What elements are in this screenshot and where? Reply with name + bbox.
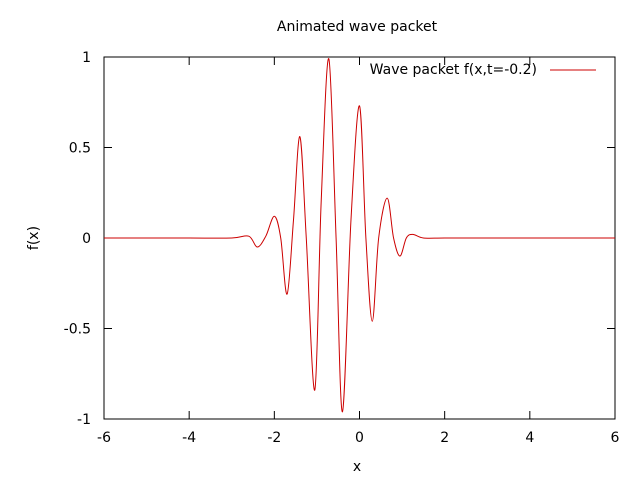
legend-entry-label: Wave packet f(x,t=-0.2) (370, 62, 537, 78)
y-tick-label: -0.5 (64, 322, 91, 338)
x-tick-label: 4 (525, 430, 534, 446)
series-line (103, 58, 615, 413)
x-tick-label: 6 (611, 430, 620, 446)
y-tick-label: 0 (82, 231, 91, 247)
x-tick-label: 0 (355, 430, 364, 446)
x-tick-label: -4 (182, 430, 196, 446)
y-tick-label: 1 (82, 50, 91, 66)
x-tick-label: 2 (440, 430, 449, 446)
legend: Wave packet f(x,t=-0.2) (370, 62, 596, 78)
x-tick-label: -6 (97, 430, 111, 446)
series-layer (103, 58, 615, 413)
y-axis: -1 -0.5 0 0.5 1 (64, 50, 615, 428)
x-axis: -6 -4 -2 0 2 4 6 (97, 57, 620, 446)
chart-title: Animated wave packet (277, 19, 438, 35)
y-axis-label: f(x) (26, 226, 42, 250)
y-tick-label: -1 (77, 412, 91, 428)
x-tick-label: -2 (267, 430, 281, 446)
y-tick-label: 0.5 (69, 141, 91, 157)
x-axis-label: x (353, 459, 361, 475)
